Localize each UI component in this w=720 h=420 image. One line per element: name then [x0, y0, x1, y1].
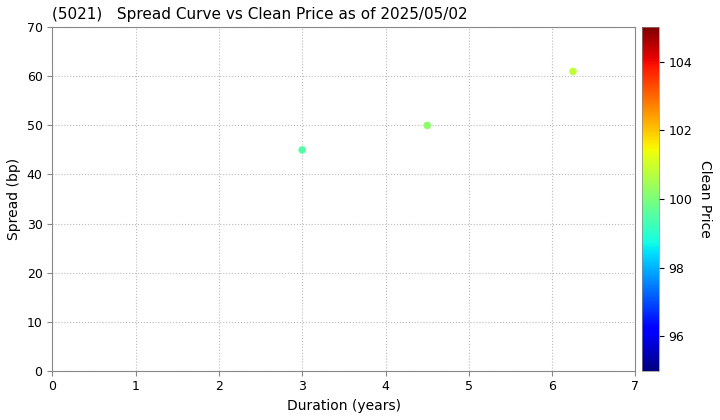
Point	[421, 122, 433, 129]
Point	[567, 68, 579, 75]
Y-axis label: Spread (bp): Spread (bp)	[7, 158, 21, 240]
Text: (5021)   Spread Curve vs Clean Price as of 2025/05/02: (5021) Spread Curve vs Clean Price as of…	[53, 7, 468, 22]
Y-axis label: Clean Price: Clean Price	[698, 160, 712, 238]
Point	[297, 147, 308, 153]
X-axis label: Duration (years): Duration (years)	[287, 399, 401, 413]
